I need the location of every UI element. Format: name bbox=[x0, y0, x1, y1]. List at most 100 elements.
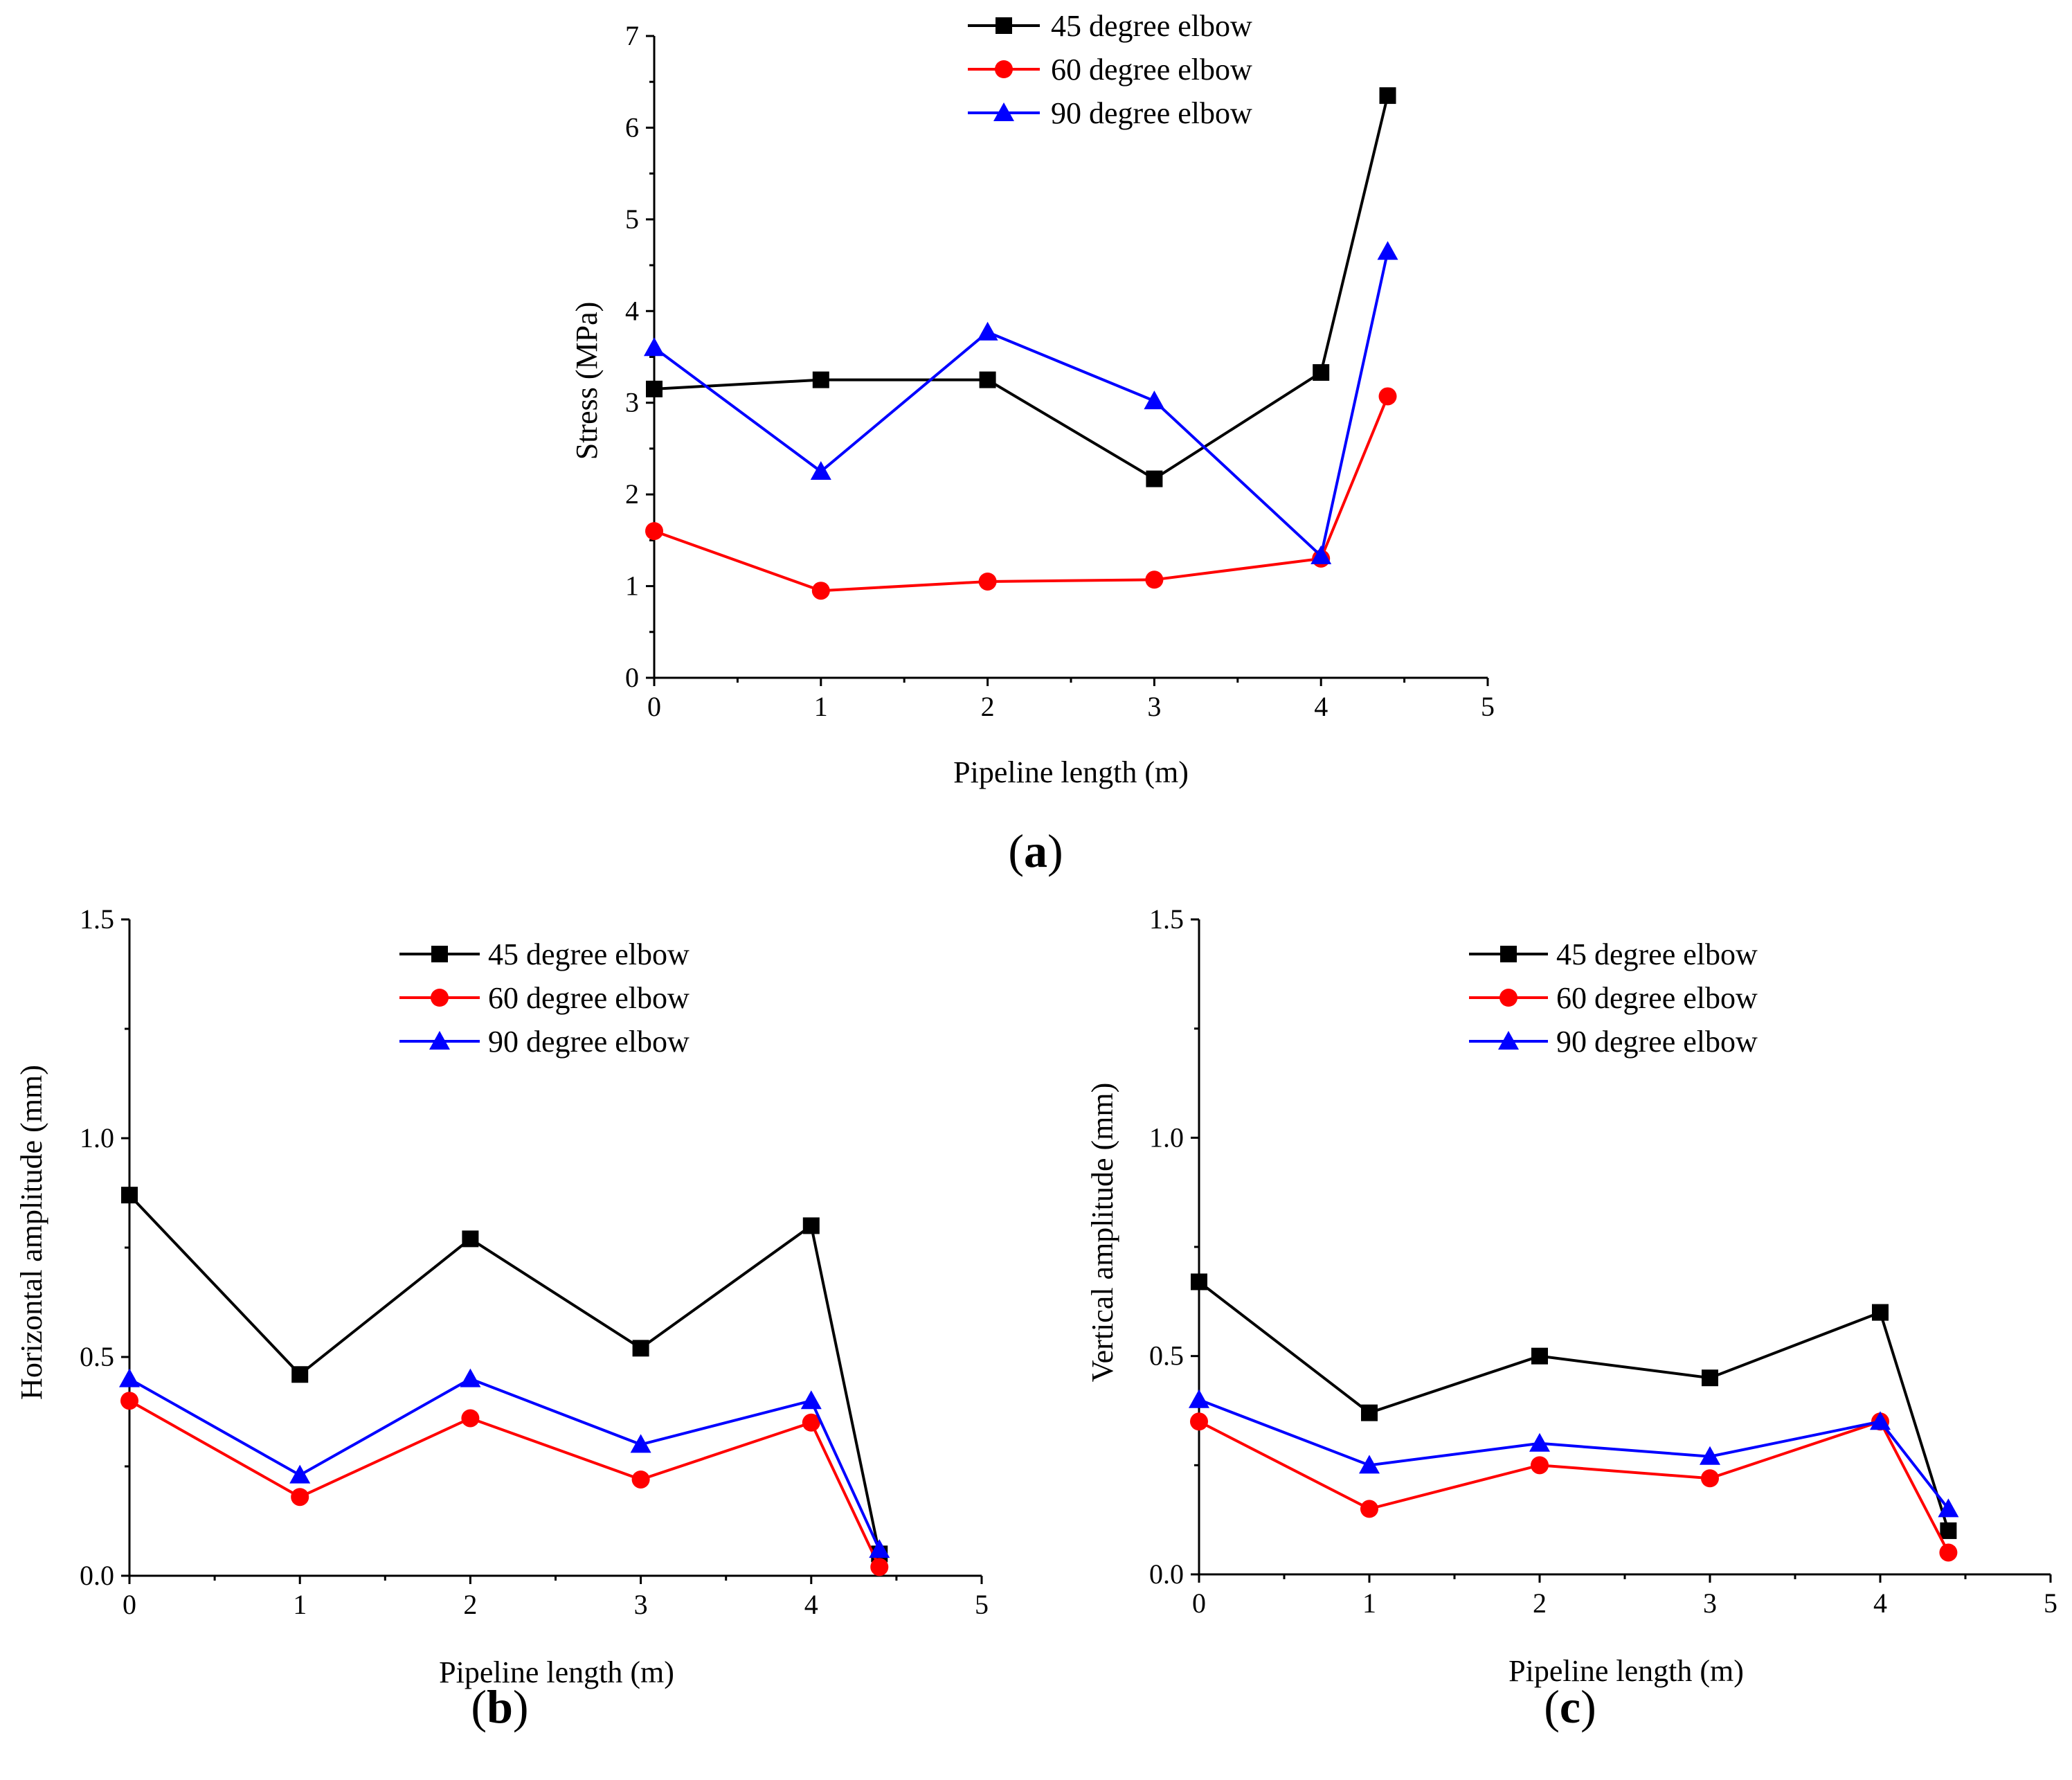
y-tick-label: 1.5 bbox=[1149, 904, 1184, 935]
series-90-degree-elbow bbox=[1189, 1389, 1959, 1518]
chart-a: 0 1 2 3 4 5 0 1 2 3 4 5 6 7 Pipeline length (m) Stress … bbox=[570, 9, 1495, 789]
legend-label: 90 degree elbow bbox=[1051, 96, 1252, 130]
data-point bbox=[291, 1366, 309, 1383]
data-point bbox=[802, 1217, 820, 1234]
data-point bbox=[1700, 1446, 1720, 1465]
data-point bbox=[119, 1368, 140, 1387]
x-tick-label: 3 bbox=[1147, 691, 1161, 722]
data-point bbox=[812, 371, 829, 388]
legend-label: 45 degree elbow bbox=[1051, 9, 1252, 43]
legend-item: 60 degree elbow bbox=[399, 981, 690, 1015]
legend-label: 45 degree elbow bbox=[1556, 937, 1758, 971]
panel-label-b: (b) bbox=[471, 1680, 528, 1733]
y-tick-label: 0 bbox=[625, 662, 639, 693]
data-point bbox=[1144, 390, 1165, 410]
data-point bbox=[1191, 1273, 1207, 1291]
series-45-degree-elbow bbox=[1191, 1273, 1957, 1539]
data-point bbox=[1359, 1455, 1380, 1474]
data-point bbox=[1531, 1456, 1549, 1475]
legend-label: 60 degree elbow bbox=[1556, 981, 1758, 1015]
data-point bbox=[979, 371, 996, 388]
data-point bbox=[1310, 545, 1332, 564]
data-point bbox=[1379, 87, 1396, 105]
data-point bbox=[631, 1470, 650, 1489]
panel-label-part: b bbox=[487, 1680, 513, 1733]
data-point bbox=[870, 1558, 889, 1576]
y-tick-label: 3 bbox=[625, 387, 639, 418]
x-tick-label: 1 bbox=[1362, 1588, 1376, 1619]
data-point bbox=[1146, 470, 1163, 487]
y-tick-label: 0.5 bbox=[1149, 1340, 1184, 1372]
y-tick-label: 4 bbox=[625, 295, 639, 326]
data-point bbox=[978, 572, 997, 591]
x-tick-label: 4 bbox=[804, 1589, 818, 1620]
x-axis-title: Pipeline length (m) bbox=[953, 755, 1189, 789]
x-axis-title: Pipeline length (m) bbox=[1508, 1654, 1744, 1688]
series-line bbox=[128, 1194, 881, 1554]
data-point bbox=[1702, 1369, 1718, 1387]
x-tick-label: 3 bbox=[1703, 1588, 1717, 1619]
data-point bbox=[1361, 1404, 1378, 1421]
chart-c: 0 1 2 3 4 5 0.0 0.5 1.0 1.5 Pipeline length (m) Ver… bbox=[1085, 904, 2057, 1688]
data-point bbox=[1377, 241, 1398, 260]
legend-marker bbox=[429, 1031, 450, 1050]
panel-label-c: (c) bbox=[1544, 1680, 1596, 1733]
data-point bbox=[869, 1539, 890, 1558]
x-tick-label: 0 bbox=[1192, 1588, 1206, 1619]
data-point bbox=[1531, 1347, 1548, 1365]
panel-label-part: ( bbox=[1544, 1680, 1560, 1733]
legend-label: 45 degree elbow bbox=[488, 937, 690, 971]
y-tick-label: 5 bbox=[625, 204, 639, 235]
data-point bbox=[644, 337, 665, 357]
data-point bbox=[1870, 1411, 1891, 1430]
y-axis-title: Stress (MPa) bbox=[570, 302, 604, 460]
data-point bbox=[291, 1488, 309, 1507]
data-point bbox=[632, 1340, 649, 1357]
panel-label-part: c bbox=[1560, 1680, 1580, 1733]
legend-label: 90 degree elbow bbox=[488, 1025, 690, 1059]
x-tick-label: 5 bbox=[2044, 1588, 2057, 1619]
y-tick-label: 6 bbox=[625, 111, 639, 143]
x-axis-title: Pipeline length (m) bbox=[439, 1655, 674, 1689]
series-line bbox=[1198, 1398, 1949, 1510]
y-tick-label: 0.0 bbox=[80, 1560, 114, 1591]
data-point bbox=[1701, 1469, 1719, 1488]
series-line bbox=[653, 251, 1389, 559]
y-axis-title: Horizontal amplitude (mm) bbox=[15, 1065, 48, 1400]
y-axis-title: Vertical amplitude (mm) bbox=[1085, 1083, 1119, 1383]
series-60-degree-elbow bbox=[120, 1392, 889, 1576]
series-line bbox=[129, 1399, 881, 1568]
data-point bbox=[1378, 387, 1397, 406]
data-point bbox=[120, 1392, 138, 1410]
data-point bbox=[977, 321, 998, 341]
y-tick-label: 0.5 bbox=[80, 1341, 114, 1372]
data-point bbox=[1940, 1522, 1957, 1539]
y-tick-label: 1.0 bbox=[80, 1122, 114, 1153]
data-point bbox=[461, 1409, 480, 1428]
legend-label: 90 degree elbow bbox=[1556, 1025, 1758, 1059]
legend-marker bbox=[431, 989, 449, 1007]
data-point bbox=[811, 582, 830, 600]
panel-label-part: a bbox=[1024, 825, 1047, 877]
series-90-degree-elbow bbox=[119, 1368, 890, 1558]
legend-item: 45 degree elbow bbox=[1469, 937, 1758, 971]
y-tick-label: 1 bbox=[625, 570, 639, 602]
data-point bbox=[1938, 1498, 1959, 1518]
panel-label-a: (a) bbox=[1008, 825, 1063, 877]
data-point bbox=[1360, 1500, 1378, 1518]
chart-b: 0 1 2 3 4 5 0.0 0.5 1.0 1.5 Pipeline length (m) Hor… bbox=[15, 904, 989, 1689]
legend-item: 60 degree elbow bbox=[1469, 981, 1758, 1015]
legend-label: 60 degree elbow bbox=[488, 981, 690, 1015]
panel-label-part: ) bbox=[513, 1680, 529, 1733]
data-point bbox=[1189, 1389, 1209, 1408]
legend-marker bbox=[996, 17, 1012, 34]
series-line bbox=[654, 395, 1389, 593]
panel-label-part: ( bbox=[471, 1680, 487, 1733]
x-tick-label: 2 bbox=[1533, 1588, 1547, 1619]
x-tick-label: 2 bbox=[981, 691, 995, 722]
data-point bbox=[462, 1230, 479, 1248]
data-point bbox=[802, 1413, 820, 1432]
x-tick-label: 0 bbox=[647, 691, 661, 722]
